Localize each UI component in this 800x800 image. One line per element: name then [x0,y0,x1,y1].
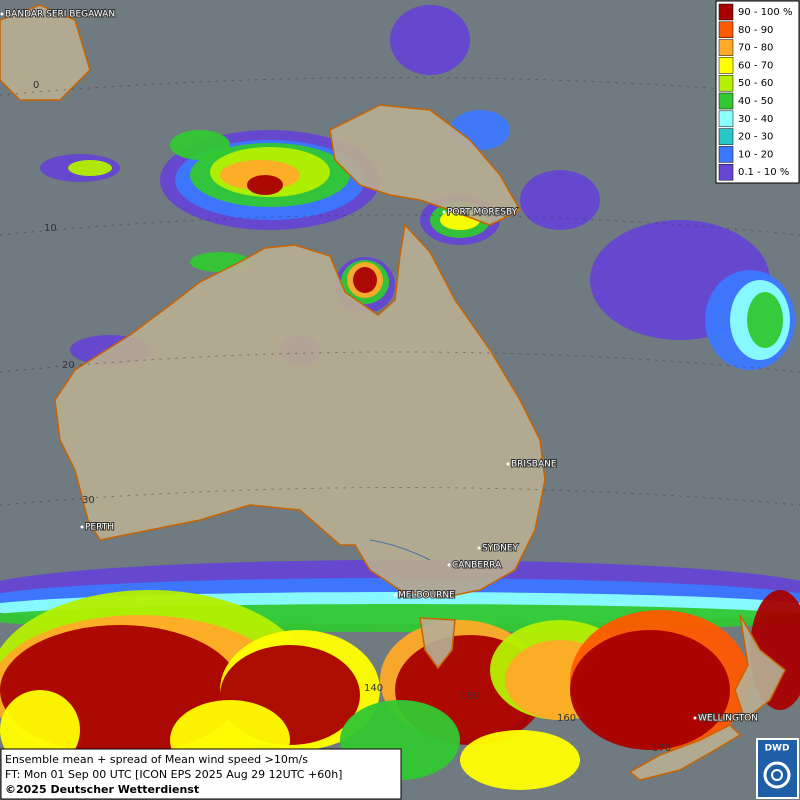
legend-label: 70 - 80 [738,43,773,54]
lat-line [0,487,800,506]
place-label: MELBOURNE [398,591,455,601]
place-label: PERTH [85,523,114,533]
probability-area [353,267,377,293]
place-label: CANBERRA [452,561,502,571]
probability-area [68,160,112,176]
nz-north [734,614,786,722]
legend: 90 - 100 % 80 - 90 70 - 80 60 - 70 50 - 60 40… [715,0,800,184]
place-dot [442,210,446,214]
probability-area [247,175,283,195]
borneo [0,4,91,101]
logo: DWD [765,744,790,754]
lat-line [0,351,800,373]
footer-line: FT: Mon 01 Sep 00 UTC [ICON EPS 2025 Aug… [5,768,342,781]
footer-line: Ensemble mean + spread of Mean wind spee… [5,753,308,766]
graticule-label: 160 [557,713,576,724]
legend-label: 0.1 - 10 % [738,167,789,178]
probability-area [520,170,600,230]
lat-line [0,77,800,96]
legend-swatch [718,74,734,92]
probability-area [460,730,580,790]
graticule-label: 170 [652,743,671,754]
place-dot [80,525,84,529]
legend-label: 80 - 90 [738,25,773,36]
probability-area [390,5,470,75]
copyright: ©2025 Deutscher Wetterdienst [5,783,199,796]
legend-label: 90 - 100 % [738,7,792,18]
probability-area [170,130,230,160]
probability-field [0,5,800,790]
legend-swatch [718,163,734,181]
australia [54,223,546,599]
legend-label: 60 - 70 [738,60,773,71]
place-label: BRISBANE [511,460,557,470]
legend-swatch [718,39,734,56]
place-label: SYDNEY [482,544,519,554]
logo-icon [771,769,783,781]
legend-swatch [718,110,734,128]
place-dot [693,716,697,720]
legend-swatch [718,146,734,163]
legend-label: 30 - 40 [738,114,773,125]
nz-south [628,724,742,781]
place-dot [393,593,397,597]
lat-line [0,214,800,236]
place-label: BANDAR SERI BEGAWAN [5,10,115,20]
place-label: WELLINGTON [698,714,758,724]
probability-area [747,292,783,348]
place-dot [0,12,4,16]
legend-swatch [718,128,734,145]
graticule-label: 140 [364,683,383,694]
graticule-label: 30 [82,495,95,506]
legend-label: 20 - 30 [738,132,773,143]
graticule [0,77,800,506]
legend-label: 50 - 60 [738,78,773,89]
graticule-label: 0 [33,80,39,91]
tasmania [419,617,456,670]
legend-swatch [718,3,734,21]
legend-swatch [718,92,734,110]
legend-label: 10 - 20 [738,149,773,160]
graticule-label: 150 [460,691,479,702]
probability-area [570,630,730,750]
place-dot [506,462,510,466]
land [0,4,786,781]
place-dot [447,563,451,567]
graticule-label: 20 [62,360,75,371]
logo-icon [763,761,791,789]
graticule-label: 10 [44,223,57,234]
labels: BANDAR SERI BEGAWAN PORT MORESBY BRISBANE P… [0,9,759,754]
place-label: PORT MORESBY [447,208,518,218]
legend-label: 40 - 50 [738,96,773,107]
new-guinea [329,104,522,226]
place-dot [477,546,481,550]
legend-swatch [718,21,734,39]
footer-box [0,748,402,800]
legend-swatch [718,57,734,74]
river [369,539,431,561]
